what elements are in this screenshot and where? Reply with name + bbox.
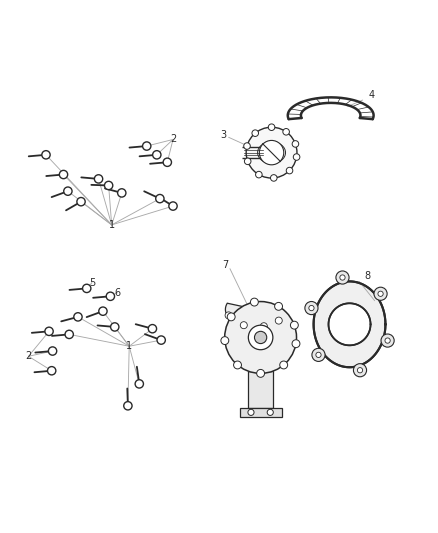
Polygon shape [226, 303, 285, 328]
Circle shape [248, 325, 273, 350]
Circle shape [260, 322, 267, 330]
Text: 7: 7 [223, 260, 229, 270]
Circle shape [251, 298, 258, 306]
Circle shape [143, 142, 151, 150]
Circle shape [292, 141, 299, 147]
Circle shape [77, 198, 85, 206]
Circle shape [47, 367, 56, 375]
Circle shape [244, 143, 250, 149]
Circle shape [42, 151, 50, 159]
Circle shape [99, 307, 107, 316]
Circle shape [290, 321, 298, 329]
Circle shape [292, 340, 300, 348]
Circle shape [381, 334, 394, 347]
Circle shape [378, 291, 383, 296]
Circle shape [259, 140, 284, 165]
Circle shape [340, 275, 345, 280]
Circle shape [254, 332, 267, 344]
Circle shape [305, 302, 318, 314]
Circle shape [225, 312, 232, 319]
Circle shape [106, 292, 115, 301]
Circle shape [316, 352, 321, 358]
Circle shape [374, 287, 387, 300]
Circle shape [286, 167, 293, 174]
Text: 6: 6 [114, 288, 120, 298]
Circle shape [64, 187, 72, 195]
Circle shape [152, 151, 161, 159]
Text: 4: 4 [368, 90, 374, 100]
Circle shape [233, 361, 241, 369]
Circle shape [135, 379, 143, 388]
Circle shape [94, 175, 102, 183]
Circle shape [104, 181, 113, 190]
Circle shape [309, 305, 314, 311]
Circle shape [227, 313, 235, 321]
Circle shape [244, 158, 251, 165]
Circle shape [59, 171, 67, 179]
Circle shape [268, 124, 275, 131]
Circle shape [293, 154, 300, 160]
Text: 1: 1 [126, 341, 132, 351]
Polygon shape [248, 371, 273, 408]
Circle shape [353, 364, 367, 377]
Circle shape [248, 409, 254, 415]
Circle shape [156, 195, 164, 203]
Circle shape [252, 130, 258, 136]
Circle shape [148, 325, 156, 333]
Circle shape [336, 271, 349, 284]
Circle shape [357, 368, 363, 373]
Circle shape [271, 175, 277, 181]
Circle shape [157, 336, 166, 344]
Circle shape [65, 330, 74, 338]
Circle shape [257, 369, 265, 377]
Circle shape [275, 317, 282, 324]
Circle shape [246, 127, 297, 178]
Circle shape [267, 409, 273, 415]
Circle shape [221, 337, 229, 344]
Circle shape [74, 313, 82, 321]
Polygon shape [328, 303, 371, 345]
Text: 2: 2 [25, 351, 32, 361]
Polygon shape [240, 408, 282, 417]
Text: 1: 1 [109, 220, 115, 230]
Circle shape [124, 402, 132, 410]
Circle shape [48, 347, 57, 355]
Circle shape [117, 189, 126, 197]
Circle shape [240, 322, 247, 329]
Circle shape [256, 171, 262, 178]
Circle shape [45, 327, 53, 335]
Text: 8: 8 [365, 271, 371, 281]
Circle shape [385, 338, 390, 343]
Circle shape [275, 302, 283, 310]
Text: 3: 3 [220, 130, 226, 140]
Text: 5: 5 [89, 278, 95, 288]
Text: 2: 2 [170, 134, 176, 144]
Circle shape [163, 158, 172, 166]
Circle shape [225, 302, 297, 374]
Circle shape [312, 348, 325, 361]
Polygon shape [314, 281, 385, 367]
Circle shape [82, 284, 91, 293]
Circle shape [280, 361, 288, 369]
Circle shape [169, 202, 177, 210]
Circle shape [283, 128, 290, 135]
Circle shape [110, 323, 119, 331]
